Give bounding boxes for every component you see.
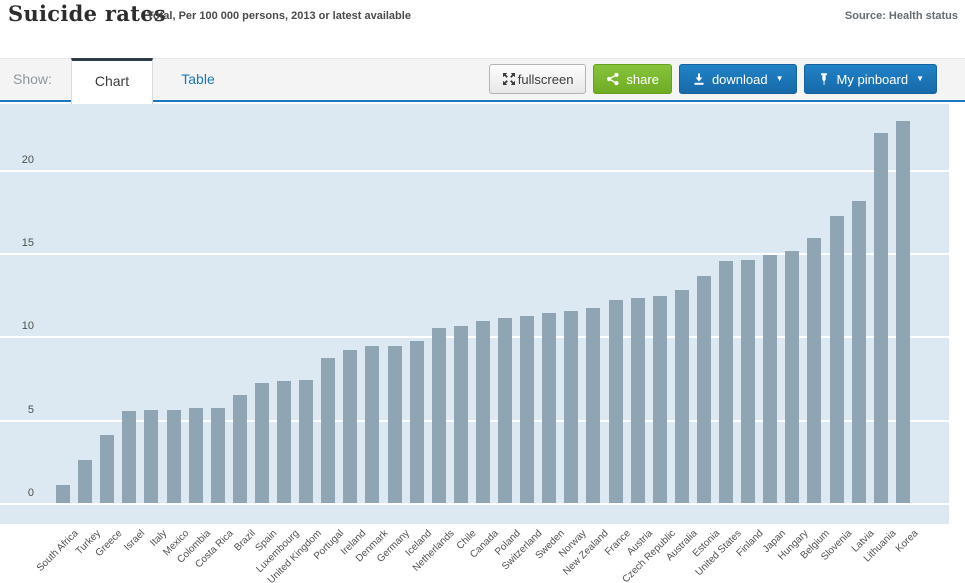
x-axis-label-israel: Israel (122, 528, 148, 554)
fullscreen-button[interactable]: fullscreen (488, 64, 587, 94)
bar-canada[interactable] (475, 321, 490, 503)
bar-slovenia[interactable] (829, 216, 844, 503)
y-axis-tick-5: 5 (27, 403, 34, 416)
bar-south-africa[interactable] (56, 484, 70, 503)
bar-mexico[interactable] (166, 409, 181, 503)
bar-luxembourg[interactable] (277, 381, 291, 503)
bar-ireland[interactable] (343, 349, 358, 503)
bar-hungary[interactable] (785, 251, 800, 503)
bar-sweden[interactable] (542, 312, 557, 503)
bar-iceland[interactable] (409, 341, 424, 503)
bar-estonia[interactable] (696, 276, 711, 503)
gridline-15 (0, 252, 949, 255)
bar-australia[interactable] (674, 289, 689, 503)
tab-chart[interactable]: Chart (71, 58, 153, 104)
bar-denmark[interactable] (365, 346, 380, 503)
bar-costa-rica[interactable] (210, 407, 225, 503)
bar-greece[interactable] (100, 434, 115, 503)
bar-austria[interactable] (630, 297, 645, 503)
pinboard-button[interactable]: My pinboard ▼ (803, 64, 937, 94)
bar-latvia[interactable] (851, 201, 866, 503)
download-caret-icon: ▼ (775, 74, 784, 83)
bar-belgium[interactable] (807, 237, 822, 503)
download-button[interactable]: download ▼ (678, 64, 797, 94)
pin-icon (817, 72, 831, 86)
tab-table[interactable]: Table (181, 71, 215, 87)
gridline-10 (0, 336, 949, 339)
bar-united-kingdom[interactable] (299, 379, 314, 503)
source-label: Source: Health status (844, 10, 958, 22)
bar-norway[interactable] (564, 311, 579, 503)
fullscreen-button-label: fullscreen (517, 71, 574, 87)
y-axis-tick-10: 10 (21, 320, 34, 333)
bar-japan[interactable] (763, 254, 778, 503)
bar-netherlands[interactable] (431, 327, 446, 503)
show-label: Show: (13, 71, 52, 87)
pinboard-button-label: My pinboard (836, 71, 909, 87)
gridline-20 (0, 169, 949, 172)
bar-lithuania[interactable] (873, 132, 888, 503)
bar-brazil[interactable] (232, 394, 247, 503)
plot-area: 0 5 10 15 20 (0, 104, 949, 524)
bar-portugal[interactable] (321, 357, 336, 503)
y-axis-tick-0: 0 (27, 487, 34, 499)
accent-divider (0, 100, 965, 102)
bar-chile[interactable] (453, 326, 468, 503)
bar-united-states[interactable] (719, 261, 733, 503)
bar-germany[interactable] (387, 346, 402, 503)
bar-korea[interactable] (895, 121, 910, 503)
pinboard-caret-icon: ▼ (916, 74, 924, 83)
bar-colombia[interactable] (188, 407, 203, 503)
download-button-label: download (711, 71, 768, 87)
page-title: Suicide rates (8, 1, 166, 26)
share-button-label: share (626, 71, 659, 87)
x-axis-label-korea: Korea (893, 528, 921, 555)
bar-israel[interactable] (122, 411, 137, 503)
bar-spain[interactable] (254, 382, 269, 503)
bar-france[interactable] (608, 299, 623, 503)
page-subtitle: Total, Per 100 000 persons, 2013 or late… (147, 10, 411, 22)
x-axis-label-south-africa: South Africa (34, 528, 81, 574)
gridline-5 (0, 419, 949, 422)
bar-new-zealand[interactable] (586, 307, 601, 503)
bar-czech-republic[interactable] (652, 296, 667, 503)
toolbar-buttons: fullscreen share download ▼ (488, 64, 937, 94)
y-axis-tick-15: 15 (21, 236, 34, 249)
gridline-0 (0, 503, 949, 505)
download-icon (692, 72, 706, 86)
bar-finland[interactable] (741, 259, 756, 503)
share-icon (606, 72, 620, 86)
y-axis-tick-20: 20 (21, 153, 34, 166)
bar-poland[interactable] (498, 317, 512, 503)
x-axis-labels: South Africa Turkey Greece Israel Italy Mexic… (0, 524, 965, 583)
bar-italy[interactable] (144, 409, 159, 503)
share-button[interactable]: share (593, 64, 672, 94)
x-axis-label-brazil: Brazil (232, 528, 258, 554)
fullscreen-icon (502, 72, 516, 86)
bar-switzerland[interactable] (520, 316, 535, 503)
header: Suicide rates Total, Per 100 000 persons… (0, 0, 965, 58)
bar-turkey[interactable] (78, 459, 93, 503)
